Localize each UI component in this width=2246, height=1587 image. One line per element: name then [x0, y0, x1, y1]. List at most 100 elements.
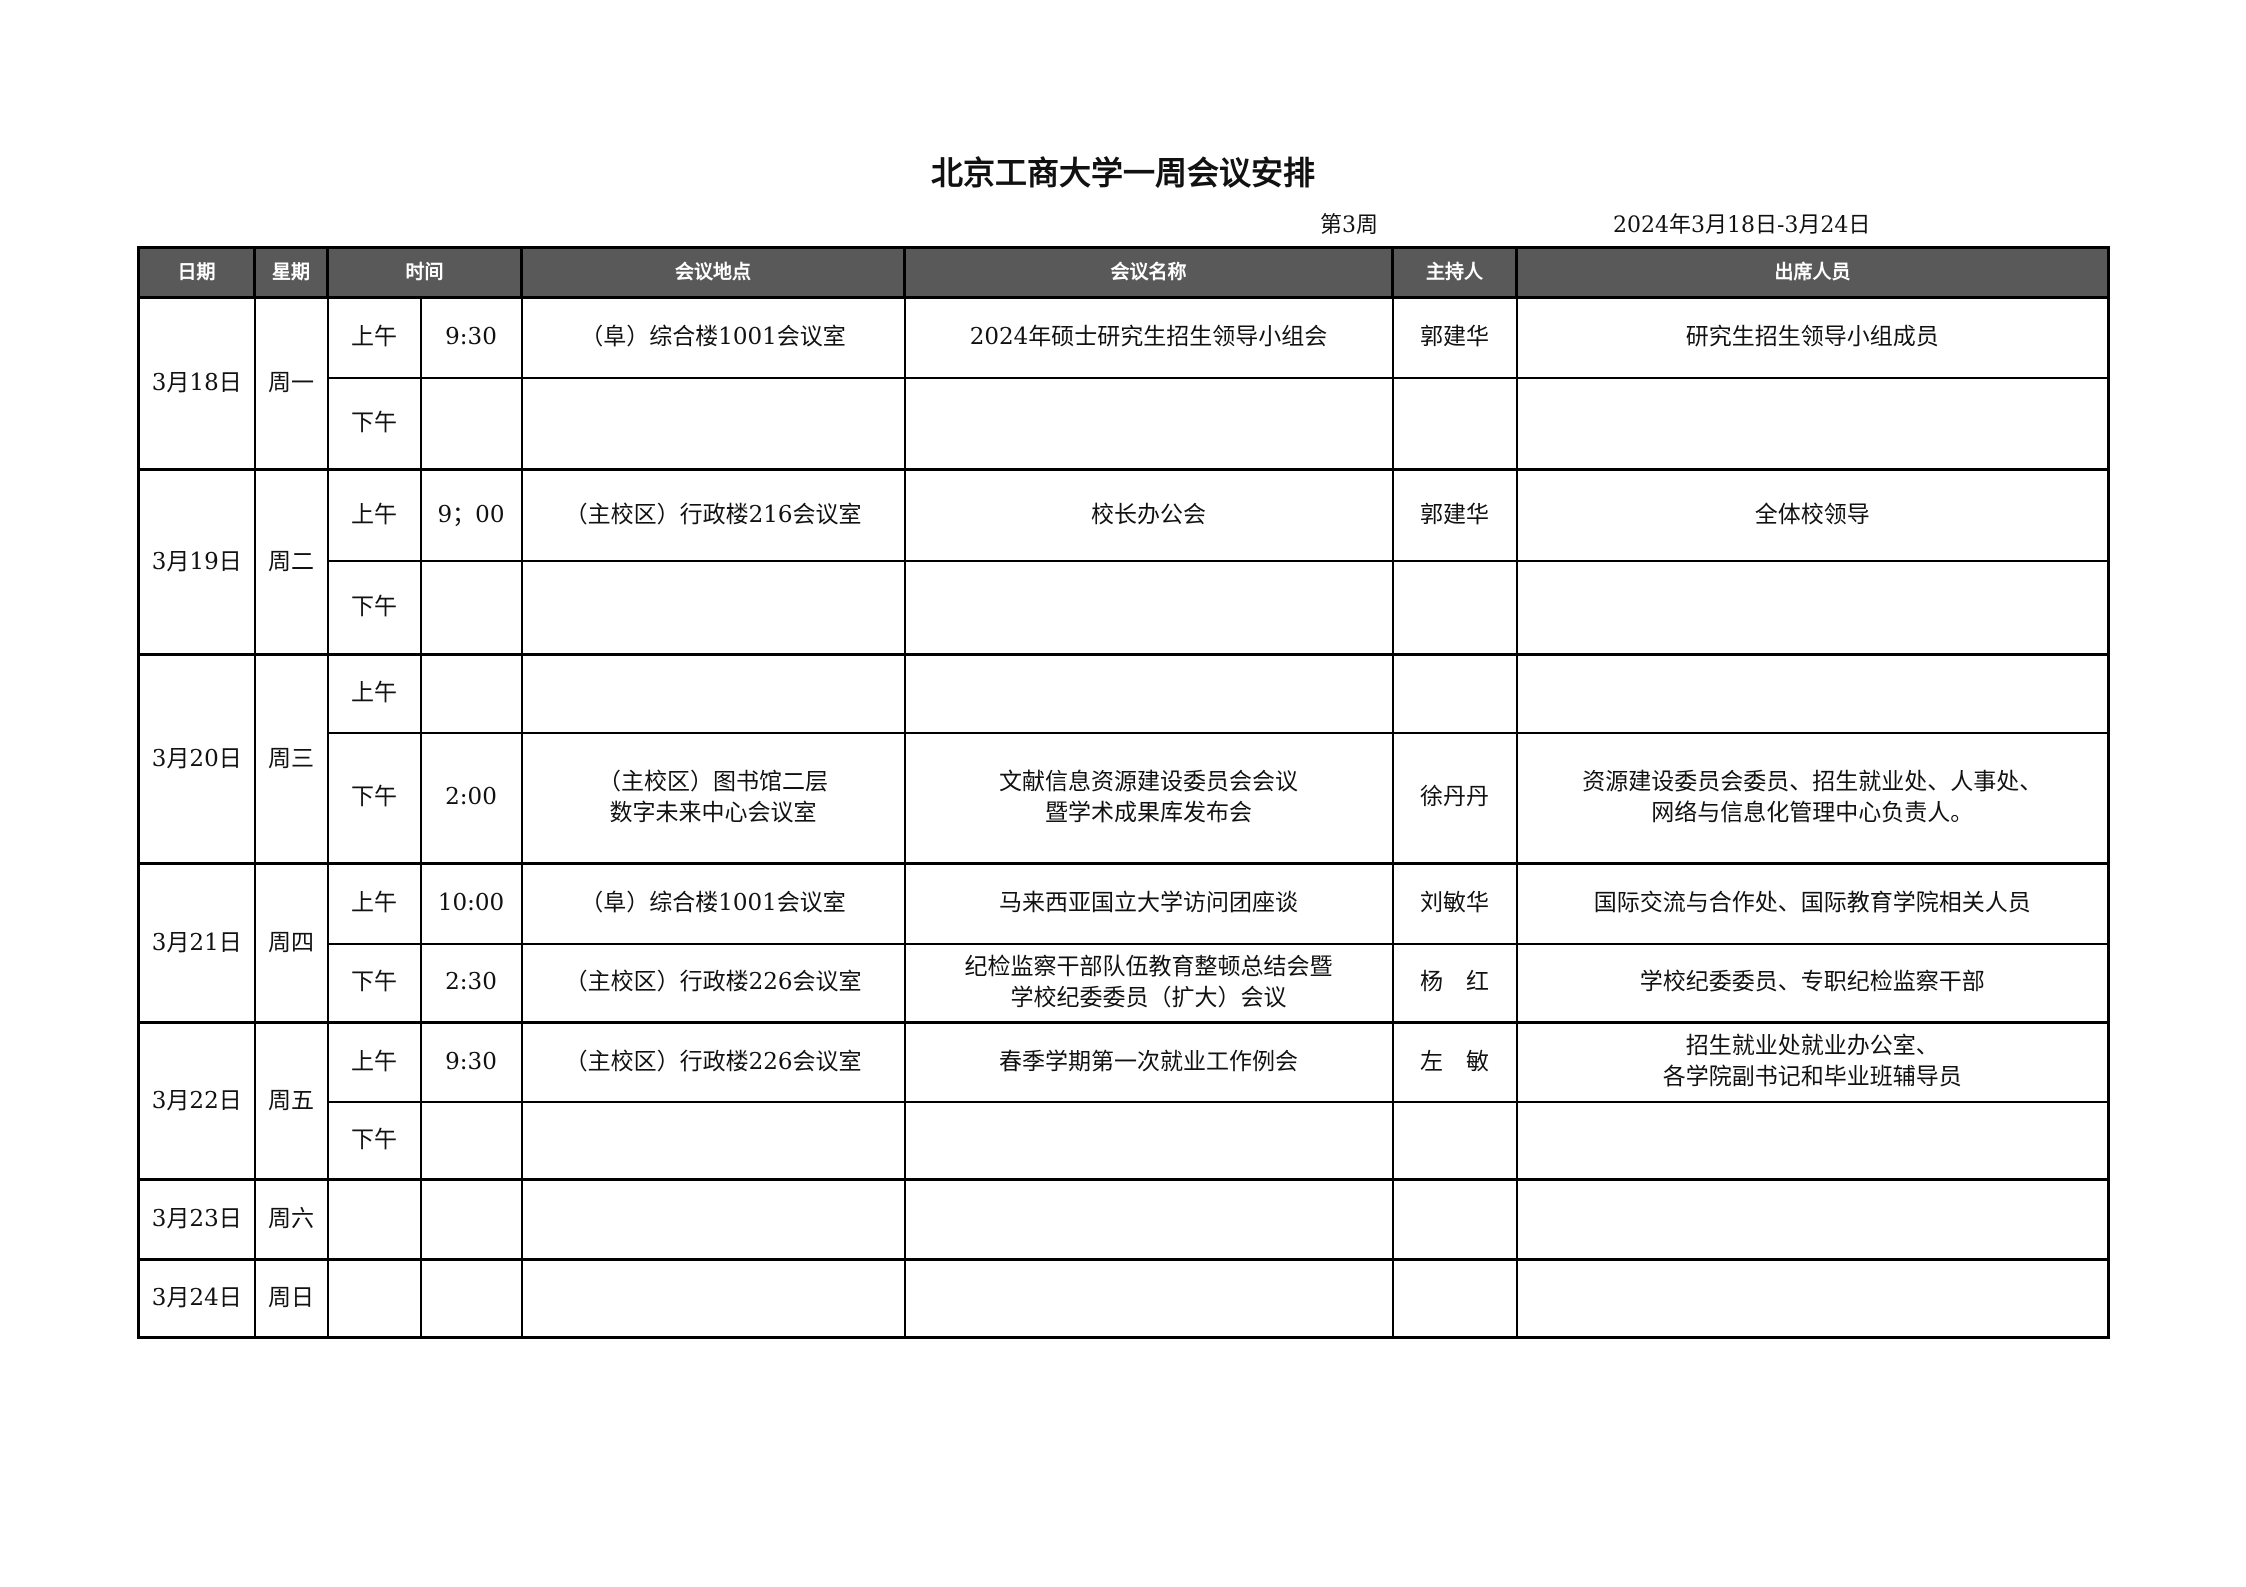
- date-cell: 3月20日: [137, 653, 256, 865]
- host-cell: 刘敏华: [1391, 862, 1518, 945]
- time-cell: 10:00: [419, 862, 523, 945]
- host-cell: [1391, 376, 1518, 471]
- attendees-cell: [1515, 1100, 2110, 1181]
- time-cell: [419, 376, 523, 471]
- attendees-cell: 资源建设委员会委员、招生就业处、人事处、 网络与信息化管理中心负责人。: [1515, 731, 2110, 865]
- meeting-name-cell: [903, 1100, 1394, 1181]
- host-cell: 左 敏: [1391, 1021, 1518, 1103]
- host-cell: [1391, 1178, 1518, 1261]
- weekday-cell: 周三: [253, 653, 329, 865]
- schedule-row: 3月21日 周四 上午 10:00 （阜）综合楼1001会议室 马来西亚国立大学访问团座谈…: [137, 862, 2110, 1024]
- attendees-cell: 招生就业处就业办公室、 各学院副书记和毕业班辅导员: [1515, 1021, 2110, 1103]
- schedule-row: 3月20日 周三 上午: [137, 653, 2110, 865]
- attendees-cell: [1515, 559, 2110, 656]
- location-cell: [520, 1258, 906, 1339]
- period-cell: 上午: [326, 296, 422, 379]
- meeting-name-cell: [903, 1178, 1394, 1261]
- host-cell: 郭建华: [1391, 296, 1518, 379]
- time-cell: [419, 1100, 523, 1181]
- weekday-cell: 周一: [253, 296, 329, 471]
- weekday-cell: 周六: [253, 1178, 329, 1261]
- date-cell: 3月19日: [137, 468, 256, 656]
- date-cell: 3月21日: [137, 862, 256, 1024]
- location-cell: [520, 559, 906, 656]
- host-cell: 杨 红: [1391, 942, 1518, 1024]
- time-cell: [419, 1258, 523, 1339]
- location-cell: （主校区）行政楼216会议室: [520, 468, 906, 562]
- location-cell: （阜）综合楼1001会议室: [520, 862, 906, 945]
- date-cell: 3月24日: [137, 1258, 256, 1339]
- meeting-schedule-table: 日期 星期 时间 会议地点 会议名称 主持人 出席人员 3月18日 周一 上午 9:3…: [137, 246, 2111, 1339]
- host-cell: 郭建华: [1391, 468, 1518, 562]
- location-cell: [520, 653, 906, 734]
- col-header-time: 时间: [325, 246, 524, 299]
- time-cell: 9；00: [419, 468, 523, 562]
- attendees-cell: 全体校领导: [1515, 468, 2110, 562]
- period-cell: [326, 1178, 422, 1261]
- meeting-name-cell: 春季学期第一次就业工作例会: [903, 1021, 1394, 1103]
- host-cell: [1391, 1100, 1518, 1181]
- meeting-name-cell: 纪检监察干部队伍教育整顿总结会暨 学校纪委委员（扩大）会议: [903, 942, 1394, 1024]
- attendees-cell: 研究生招生领导小组成员: [1515, 296, 2110, 379]
- period-cell: 下午: [326, 731, 422, 865]
- weekday-cell: 周日: [253, 1258, 329, 1339]
- time-cell: 2:30: [419, 942, 523, 1024]
- meeting-name-cell: 校长办公会: [903, 468, 1394, 562]
- attendees-cell: 学校纪委委员、专职纪检监察干部: [1515, 942, 2110, 1024]
- period-cell: [326, 1258, 422, 1339]
- schedule-row: 下午: [139, 1100, 2110, 1181]
- period-cell: 上午: [326, 862, 422, 945]
- date-range: 2024年3月18日-3月24日: [1613, 213, 1871, 238]
- time-cell: [419, 1178, 523, 1261]
- period-cell: 下午: [326, 559, 422, 656]
- schedule-row: 3月19日 周二 上午 9；00 （主校区）行政楼216会议室 校长办公会 郭建华 全体校领导: [137, 468, 2110, 656]
- col-header-weekday: 星期: [253, 246, 329, 299]
- attendees-cell: [1515, 653, 2110, 734]
- meeting-name-cell: [903, 559, 1394, 656]
- period-cell: 下午: [326, 942, 422, 1024]
- time-cell: [419, 559, 523, 656]
- col-header-host: 主持人: [1391, 246, 1519, 299]
- host-cell: [1391, 653, 1518, 734]
- meeting-name-cell: [903, 1258, 1394, 1339]
- meeting-name-cell: 2024年硕士研究生招生领导小组会: [903, 296, 1394, 379]
- attendees-cell: [1515, 1178, 2110, 1261]
- time-cell: 2:00: [419, 731, 523, 865]
- host-cell: [1391, 1258, 1518, 1339]
- attendees-cell: [1515, 376, 2110, 471]
- weekday-cell: 周四: [253, 862, 329, 1024]
- meeting-name-cell: [903, 653, 1394, 734]
- schedule-row: 下午: [139, 559, 2110, 656]
- schedule-row: 3月23日 周六: [137, 1178, 2110, 1261]
- schedule-row: 下午 2:00 （主校区）图书馆二层 数字未来中心会议室 文献信息资源建设委员会会议 …: [139, 731, 2110, 865]
- col-header-attendees: 出席人员: [1515, 246, 2111, 299]
- schedule-row: 3月24日 周日: [137, 1258, 2110, 1339]
- date-cell: 3月22日: [137, 1021, 256, 1181]
- week-number: 第3周: [1320, 213, 1378, 238]
- host-cell: [1391, 559, 1518, 656]
- location-cell: （主校区）图书馆二层 数字未来中心会议室: [520, 731, 906, 865]
- date-cell: 3月23日: [137, 1178, 256, 1261]
- schedule-row: 下午 2:30 （主校区）行政楼226会议室 纪检监察干部队伍教育整顿总结会暨 学校纪…: [139, 942, 2110, 1024]
- time-cell: 9:30: [419, 1021, 523, 1103]
- meeting-name-cell: [903, 376, 1394, 471]
- location-cell: [520, 1100, 906, 1181]
- period-cell: 上午: [326, 1021, 422, 1103]
- schedule-row: 下午: [139, 376, 2110, 471]
- location-cell: （主校区）行政楼226会议室: [520, 1021, 906, 1103]
- location-cell: [520, 1178, 906, 1261]
- col-header-location: 会议地点: [520, 246, 907, 299]
- date-cell: 3月18日: [137, 296, 256, 471]
- location-cell: （主校区）行政楼226会议室: [520, 942, 906, 1024]
- weekday-cell: 周五: [253, 1021, 329, 1181]
- time-cell: [419, 653, 523, 734]
- period-cell: 上午: [326, 468, 422, 562]
- location-cell: （阜）综合楼1001会议室: [520, 296, 906, 379]
- period-cell: 下午: [326, 1100, 422, 1181]
- weekday-cell: 周二: [253, 468, 329, 656]
- period-cell: 上午: [326, 653, 422, 734]
- time-cell: 9:30: [419, 296, 523, 379]
- col-header-date: 日期: [137, 246, 256, 299]
- meeting-name-cell: 文献信息资源建设委员会会议 暨学术成果库发布会: [903, 731, 1394, 865]
- location-cell: [520, 376, 906, 471]
